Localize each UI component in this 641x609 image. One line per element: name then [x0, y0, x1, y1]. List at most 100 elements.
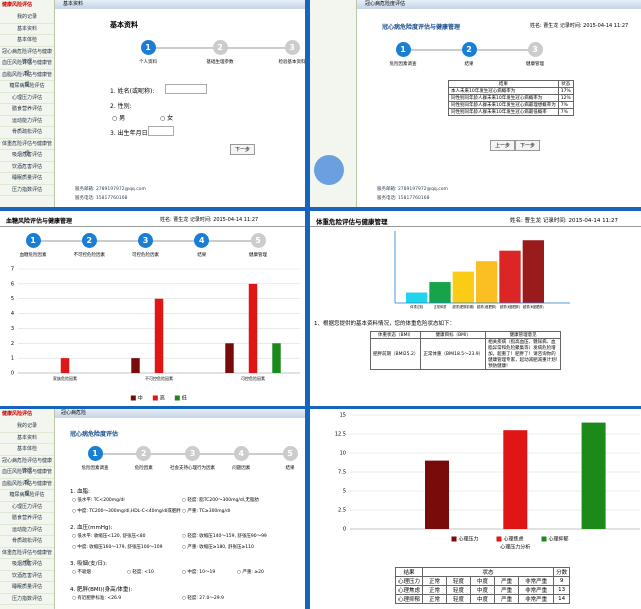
menu-item[interactable]: 吸烟危害评估 [0, 559, 54, 571]
next-button[interactable]: 下一步 [515, 140, 541, 151]
menu-item[interactable]: 我的记录 [0, 12, 54, 24]
cell: 同性别同年龄人群未来10年发生冠心病最理想概率为 [448, 101, 559, 109]
menu-item[interactable]: 冠心病危险评估与健康管理 [0, 457, 54, 474]
option-text: 轻度: 27.0～29.9 [187, 596, 224, 601]
level-cell: 非常严重 [518, 576, 555, 586]
radio-option[interactable]: ○ 严重: 收缩压≥180, 舒张压≥110 [182, 545, 254, 550]
cell: 同性别同年龄人群未来10年发生冠心病概率为 [448, 94, 559, 102]
prev-button[interactable]: 上一步 [490, 140, 516, 151]
next-button[interactable]: 下一步 [230, 144, 256, 155]
chd-form-panel: 我的记录 基本资料 基本体检 冠心病危险评估与健康管理 血压风险评估与健康管理 血脂风险评… [0, 409, 305, 609]
radio-option[interactable]: ○ 低水平: TC<200mg/dl [72, 498, 125, 503]
radio-option[interactable]: ○ 轻度: <10 [127, 570, 154, 575]
note: 1、根据您提供的基本资料情况，您的体重危险状态如下： [314, 321, 456, 327]
menu-item[interactable]: 基本资料 [0, 433, 54, 444]
menu-item[interactable]: 体重危险评估与健康管理 [0, 140, 54, 157]
bar [406, 292, 428, 303]
radio-option[interactable]: ○ 男 [112, 115, 126, 122]
divider [0, 226, 305, 227]
menu-item[interactable]: 冠心病危险评估与健康管理 [0, 48, 54, 65]
divider [310, 226, 641, 227]
menu-item[interactable]: 骨质疏松评估 [0, 536, 54, 548]
result-table: 结果 状态 本人未来10年发生冠心病概率为 17% 同性别同年龄人群未来10年发生冠心病… [448, 80, 574, 116]
radio-option[interactable]: ○ 轻度: 脂TC200～300mg/dl,无脂肪 [182, 498, 259, 503]
step-label: 结果 [464, 62, 474, 67]
level-cell: 非常严重 [518, 594, 555, 604]
option-text: 低水平: 收缩压<120, 舒张压<80 [77, 534, 146, 539]
y-tick-label: 3 [11, 326, 14, 332]
cell: 7% [557, 101, 574, 109]
radio-option[interactable]: ○ 不吸烟 [72, 570, 91, 575]
radio-option[interactable]: ○ 女 [160, 115, 174, 122]
x-tick-label: 超重(Ⅱ度肥胖) [500, 304, 520, 309]
y-tick-label: 2.5 [338, 508, 346, 514]
menu-item[interactable]: 膳食营养评估 [0, 513, 54, 525]
tab[interactable]: 冠心病危险度评估 [365, 1, 406, 7]
row: 同性别同年龄人群未来10年发生冠心病最理想概率为 7% [448, 101, 574, 109]
radio-option[interactable]: ○ 有近肥胖标准: <26.9 [72, 596, 122, 601]
menu-item[interactable]: 睡眠质量评估 [0, 173, 54, 185]
sidebar: 我的记录 基本资料 基本体检 冠心病危险评估与健康管理 血压风险评估与健康管理 血脂风险评… [0, 409, 55, 609]
radio-option[interactable]: ○ 中度: TC200～300mg/dl,HDL-C<40mg/dl或肥胖 [72, 509, 181, 514]
radio-option[interactable]: ○ 轻度: 收缩压140～159, 舒张压90～99 [182, 534, 267, 539]
email: 服务邮箱: 2789197972@qq.com [75, 187, 146, 192]
menu-item[interactable]: 压力指数评估 [0, 594, 54, 605]
menu-item[interactable]: 血脂风险评估与健康管理 [0, 71, 54, 88]
menu-item[interactable]: 吸烟危害评估 [0, 150, 54, 162]
menu-item[interactable]: 血压风险评估与健康管理 [0, 60, 54, 77]
radio-option[interactable]: ○ 中度: 收缩压160～179, 舒张压100～109 [72, 545, 163, 550]
menu-item[interactable]: 体重危险评估与健康管理 [0, 549, 54, 566]
radio-option[interactable]: ○ 中度: 10～19 [182, 570, 216, 575]
radio-option[interactable]: ○ 轻度: 27.0～29.9 [182, 596, 224, 601]
menu-item[interactable]: 骨质疏松评估 [0, 127, 54, 139]
cell: 14 [553, 594, 571, 604]
heading: 冠心病危险度评估 [70, 431, 119, 438]
tab-bar: 基本资料 [55, 0, 305, 9]
question: 1. 姓名(或昵称): [110, 88, 155, 95]
menu-item[interactable]: 运动能力评估 [0, 116, 54, 127]
question: 2. 性别: [110, 103, 132, 110]
header-cell: 体重状态（BMI） [369, 331, 422, 339]
y-tick-label: 6 [11, 281, 14, 287]
menu-item[interactable]: 膳食营养评估 [0, 104, 54, 116]
menu-item[interactable]: 基本资料 [0, 24, 54, 35]
step-label: 结果 [197, 253, 207, 258]
date-input[interactable] [148, 126, 174, 136]
menu-item[interactable]: 饮酒危害评估 [0, 571, 54, 582]
menu-item[interactable]: 糖尿病风险评估 [0, 81, 54, 93]
y-tick-label: 1 [11, 356, 14, 362]
question: 4. 肥胖(BMI)(身高/体重): [70, 587, 133, 593]
bar [225, 343, 234, 373]
radio-option[interactable]: ○ 严重: TC≥300mg/dl [182, 509, 231, 514]
menu-item[interactable]: 基本体检 [0, 444, 54, 456]
tab[interactable]: 基本资料 [63, 1, 84, 7]
basic-panel: 我的记录 基本资料 基本体检 冠心病危险评估与健康管理 血压风险评估与健康管理 血脂风险评… [0, 0, 305, 207]
radio-option[interactable]: ○ 低水平: 收缩压<120, 舒张压<80 [72, 534, 146, 539]
radio-option[interactable]: ○ 严重: ≥20 [237, 570, 264, 575]
option-text: 轻度: 收缩压140～159, 舒张压90～99 [187, 534, 267, 539]
y-tick-label: 7.5 [338, 470, 346, 476]
x-tick-label: 超重(肥胖前期) [453, 304, 475, 309]
menu-item[interactable]: 心理压力评估 [0, 502, 54, 513]
y-tick-label: 5 [11, 296, 14, 302]
y-tick-label: 2 [11, 341, 14, 347]
menu-item[interactable]: 基本体检 [0, 35, 54, 47]
bar [476, 261, 498, 303]
menu-item[interactable]: 我的记录 [0, 421, 54, 433]
menu-item[interactable]: 糖尿病风险评估 [0, 490, 54, 502]
menu-item[interactable]: 血脂风险评估与健康管理 [0, 480, 54, 497]
text-input[interactable] [165, 84, 207, 94]
tab[interactable]: 冠心病危险 [61, 410, 87, 416]
menu-item[interactable]: 睡眠质量评估 [0, 582, 54, 594]
menu-item[interactable]: 压力指数评估 [0, 185, 54, 196]
bar [503, 430, 528, 529]
step-label: 可控危险因素 [132, 253, 159, 258]
menu-item[interactable]: 血压风险评估与健康管理 [0, 469, 54, 486]
menu-item[interactable]: 运动能力评估 [0, 525, 54, 536]
level-cell: 中度 [470, 585, 496, 595]
bar [499, 250, 521, 303]
level-cell: 中度 [470, 576, 496, 586]
menu-item[interactable]: 饮酒危害评估 [0, 162, 54, 173]
menu-item[interactable]: 心理压力评估 [0, 93, 54, 104]
